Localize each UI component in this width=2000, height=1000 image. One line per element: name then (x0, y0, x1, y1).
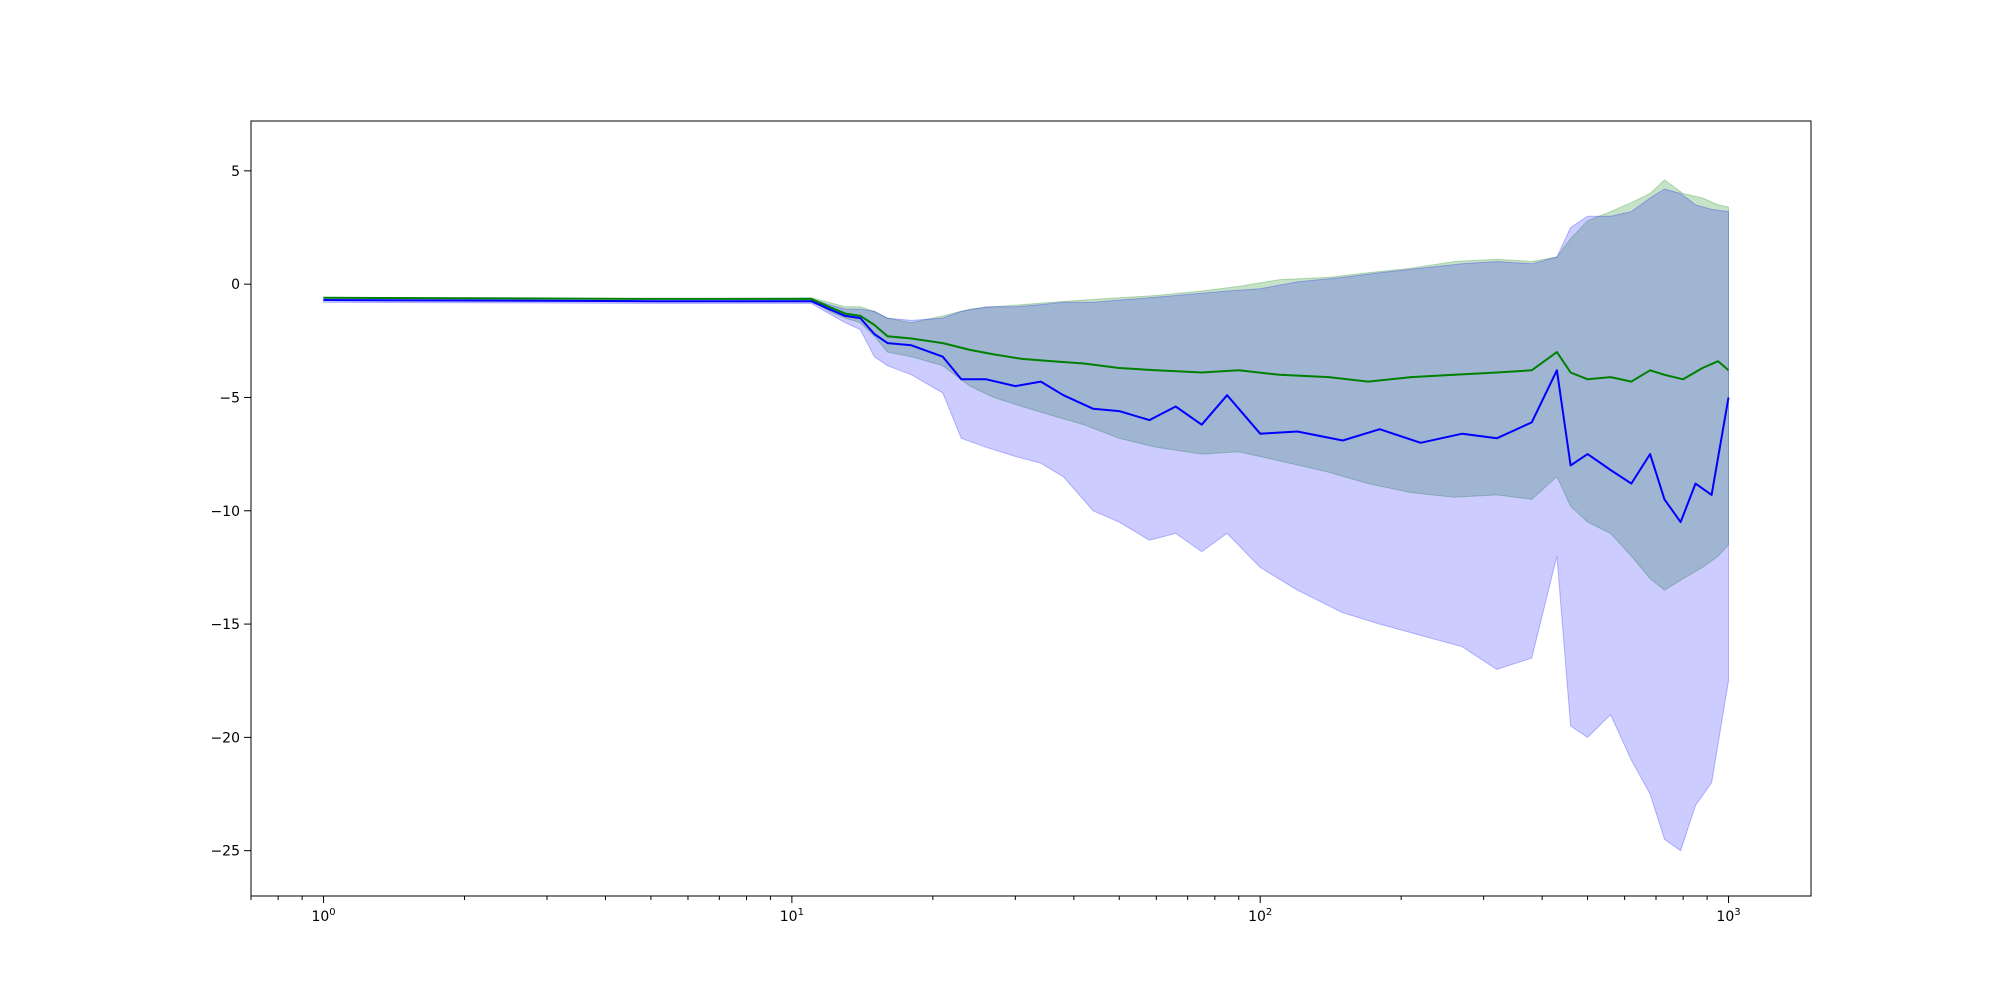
y-tick-label: −10 (210, 504, 240, 520)
x-tick-label: 100 (311, 907, 335, 925)
x-tick-label: 102 (1248, 907, 1272, 925)
y-tick-label: 0 (231, 277, 240, 293)
y-tick-label: −20 (210, 730, 240, 746)
x-tick-label: 101 (780, 907, 804, 925)
series-1-band (323, 188, 1729, 852)
y-tick-label: −15 (210, 617, 240, 633)
x-tick-label: 103 (1716, 907, 1740, 925)
y-tick-label: −5 (219, 390, 240, 406)
y-tick-label: −25 (210, 844, 240, 860)
series-lines (323, 296, 1730, 524)
x-axis: 100 101 102 103 (250, 896, 1741, 925)
plot-frame (250, 120, 1812, 897)
series-0-line (323, 296, 1730, 383)
y-axis: 5 0 −5 −10 −15 −20 −25 (210, 164, 251, 860)
y-tick-label: 5 (231, 164, 240, 180)
series-1-line (323, 299, 1730, 524)
